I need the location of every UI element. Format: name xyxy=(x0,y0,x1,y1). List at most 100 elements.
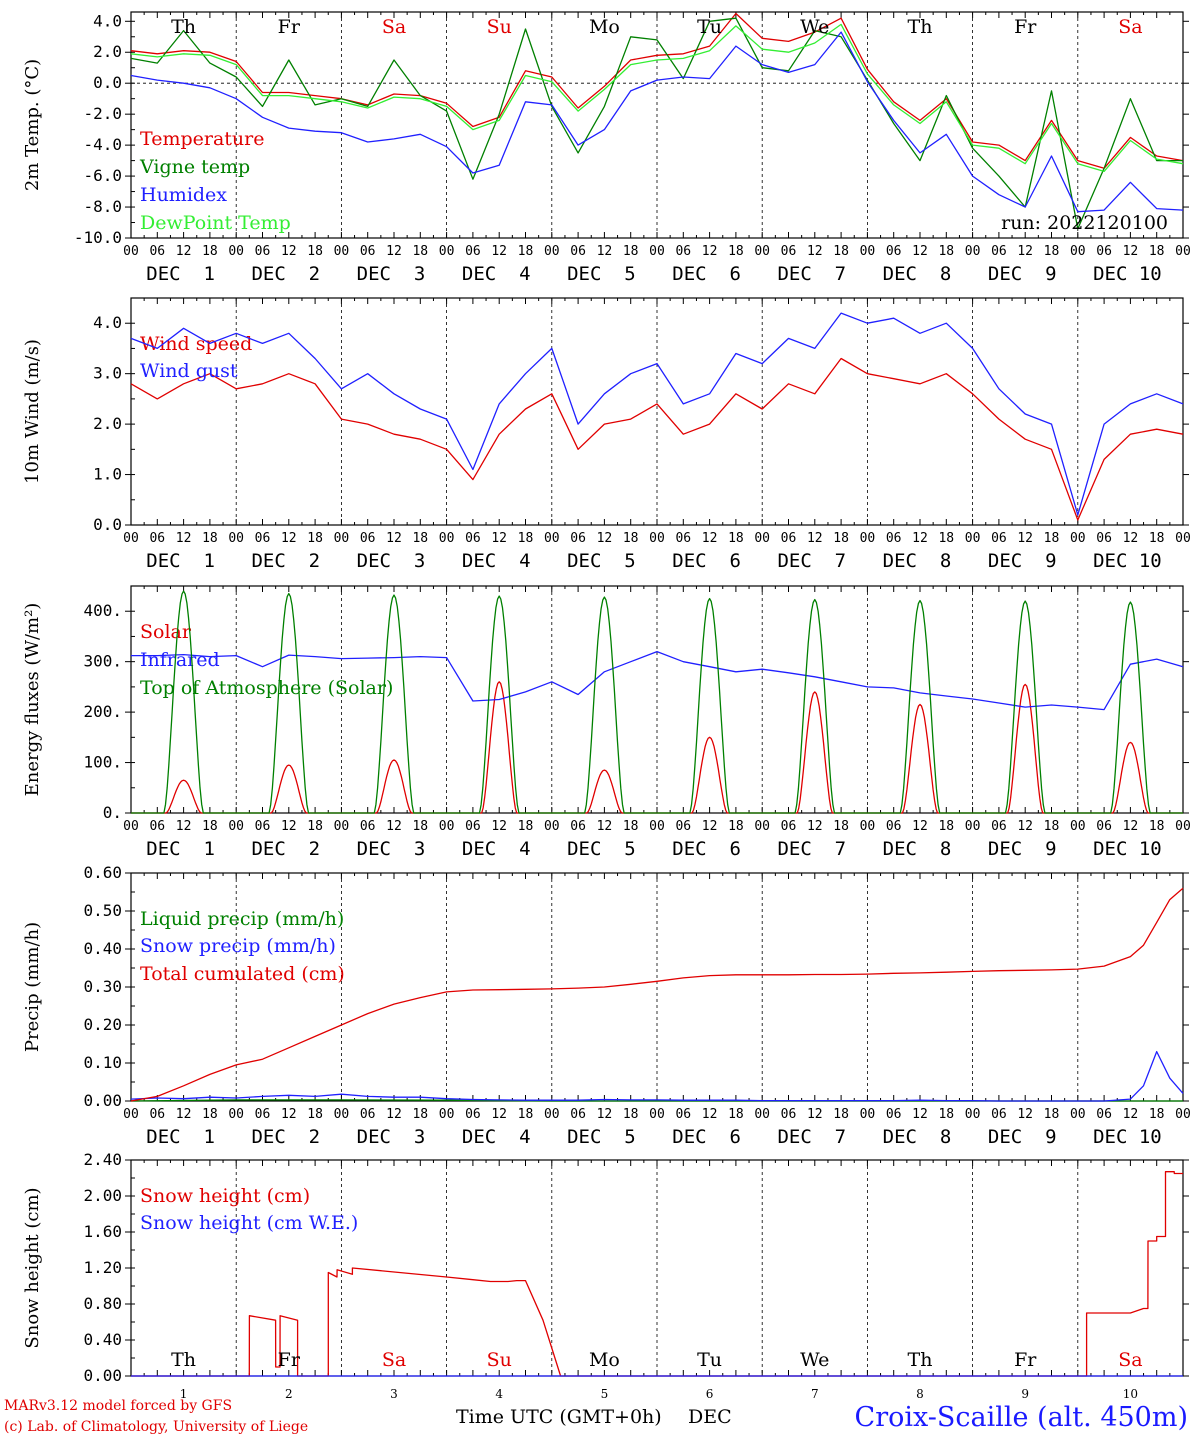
date-label: DEC 1 xyxy=(146,1126,215,1148)
hour-tick-label: 12 xyxy=(1123,244,1139,259)
hour-tick-label: 18 xyxy=(307,531,323,546)
series-line-snow-height-cm xyxy=(131,1171,1183,1377)
hour-tick-label: 12 xyxy=(281,1107,297,1122)
y-tick-label: 0.80 xyxy=(83,1294,122,1313)
hour-tick-label: 00 xyxy=(544,819,560,834)
hour-tick-label: 06 xyxy=(465,819,481,834)
hour-tick-label: 00 xyxy=(228,244,244,259)
hour-tick-label: 12 xyxy=(281,244,297,259)
hour-tick-label: 00 xyxy=(1070,1107,1086,1122)
hour-tick-label: 00 xyxy=(439,1107,455,1122)
date-label: DEC 4 xyxy=(462,1126,531,1148)
y-tick-label: 4.0 xyxy=(93,313,122,332)
weekday-label-top: Su xyxy=(487,16,512,38)
hour-tick-label: 18 xyxy=(728,819,744,834)
hour-tick-label: 12 xyxy=(491,819,507,834)
hour-tick-label: 12 xyxy=(176,1107,192,1122)
day-number-label: 2 xyxy=(285,1387,293,1401)
weekday-label-top: Mo xyxy=(589,16,620,38)
hour-tick-label: 00 xyxy=(649,244,665,259)
hour-tick-label: 06 xyxy=(255,531,271,546)
y-tick-label: 1.60 xyxy=(83,1222,122,1241)
hour-tick-label: 12 xyxy=(597,244,613,259)
hour-tick-label: 18 xyxy=(307,819,323,834)
y-tick-label: 0. xyxy=(103,803,122,822)
hour-tick-label: 18 xyxy=(833,531,849,546)
hour-tick-label: 18 xyxy=(307,1107,323,1122)
hour-tick-label: 00 xyxy=(965,819,981,834)
date-label: DEC 3 xyxy=(357,550,426,572)
hour-tick-label: 00 xyxy=(334,531,350,546)
weekday-label-top: Th xyxy=(908,16,933,38)
hour-tick-label: 00 xyxy=(439,819,455,834)
date-label: DEC 1 xyxy=(146,263,215,285)
date-label: DEC 10 xyxy=(1093,1126,1162,1148)
date-label: DEC 2 xyxy=(251,838,320,860)
day-number-label: 8 xyxy=(916,1387,924,1401)
hour-tick-label: 00 xyxy=(544,531,560,546)
weekday-label-top: Sa xyxy=(1118,16,1142,38)
y-tick-label: -8.0 xyxy=(83,197,122,216)
hour-tick-label: 06 xyxy=(675,819,691,834)
hour-tick-label: 00 xyxy=(965,531,981,546)
legend-entry: Top of Atmosphere (Solar) xyxy=(140,677,393,699)
hour-tick-label: 18 xyxy=(1149,819,1165,834)
date-label: DEC 1 xyxy=(146,838,215,860)
series-line-humidex xyxy=(130,31,1184,213)
hour-tick-label: 00 xyxy=(649,1107,665,1122)
date-label: DEC 4 xyxy=(462,550,531,572)
hour-tick-label: 00 xyxy=(965,1107,981,1122)
hour-tick-label: 18 xyxy=(728,244,744,259)
hour-tick-label: 06 xyxy=(149,1107,165,1122)
hour-tick-label: 12 xyxy=(702,819,718,834)
hour-tick-label: 06 xyxy=(781,531,797,546)
y-tick-label: 2.0 xyxy=(93,42,122,61)
hour-tick-label: 18 xyxy=(938,531,954,546)
weekday-label-bottom: We xyxy=(800,1349,829,1371)
hour-tick-label: 00 xyxy=(228,531,244,546)
y-tick-label: 1.0 xyxy=(93,465,122,484)
hour-tick-label: 06 xyxy=(991,819,1007,834)
hour-tick-label: 06 xyxy=(886,244,902,259)
hour-tick-label: 06 xyxy=(465,531,481,546)
hour-tick-label: 00 xyxy=(1070,244,1086,259)
hour-tick-label: 00 xyxy=(860,531,876,546)
hour-tick-label: 18 xyxy=(518,1107,534,1122)
weekday-label-bottom: Sa xyxy=(1118,1349,1142,1371)
y-tick-label: 0.10 xyxy=(83,1053,122,1072)
y-tick-label: 100. xyxy=(83,753,122,772)
hour-tick-label: 06 xyxy=(465,244,481,259)
weekday-label-top: Fr xyxy=(1014,16,1037,38)
day-number-label: 6 xyxy=(706,1387,714,1401)
hour-tick-label: 12 xyxy=(1017,531,1033,546)
date-label: DEC 6 xyxy=(672,263,741,285)
hour-tick-label: 12 xyxy=(912,1107,928,1122)
series-line-top-of-atmosphere-solar xyxy=(131,590,1183,814)
date-label: DEC 8 xyxy=(883,838,952,860)
chart-panel-4: 0.60 0.50 0.40 0.30 0.20 0.10 0.00 Precip (mm/h… xyxy=(22,863,1191,1148)
y-tick-label: -10.0 xyxy=(74,228,122,247)
hour-tick-label: 06 xyxy=(570,1107,586,1122)
date-label: DEC 9 xyxy=(988,838,1057,860)
hour-tick-label: 00 xyxy=(1175,819,1191,834)
hour-tick-label: 12 xyxy=(386,531,402,546)
hour-tick-label: 12 xyxy=(281,819,297,834)
weekday-label-bottom: Th xyxy=(908,1349,933,1371)
hour-tick-label: 06 xyxy=(1096,819,1112,834)
date-label: DEC 10 xyxy=(1093,550,1162,572)
date-label: DEC 6 xyxy=(672,838,741,860)
date-label: DEC 3 xyxy=(357,838,426,860)
weekday-label-bottom: Mo xyxy=(589,1349,620,1371)
hour-tick-label: 18 xyxy=(623,1107,639,1122)
y-tick-label: -2.0 xyxy=(83,104,122,123)
hour-tick-label: 06 xyxy=(1096,244,1112,259)
legend-entry: Solar xyxy=(140,621,192,643)
date-label: DEC 7 xyxy=(777,550,846,572)
y-axis-label: 10m Wind (m/s) xyxy=(22,339,43,484)
date-label: DEC 2 xyxy=(251,1126,320,1148)
hour-tick-label: 06 xyxy=(570,819,586,834)
hour-tick-label: 18 xyxy=(1044,244,1060,259)
hour-tick-label: 12 xyxy=(912,531,928,546)
hour-tick-label: 00 xyxy=(754,244,770,259)
legend-entry: DewPoint Temp xyxy=(140,212,291,234)
